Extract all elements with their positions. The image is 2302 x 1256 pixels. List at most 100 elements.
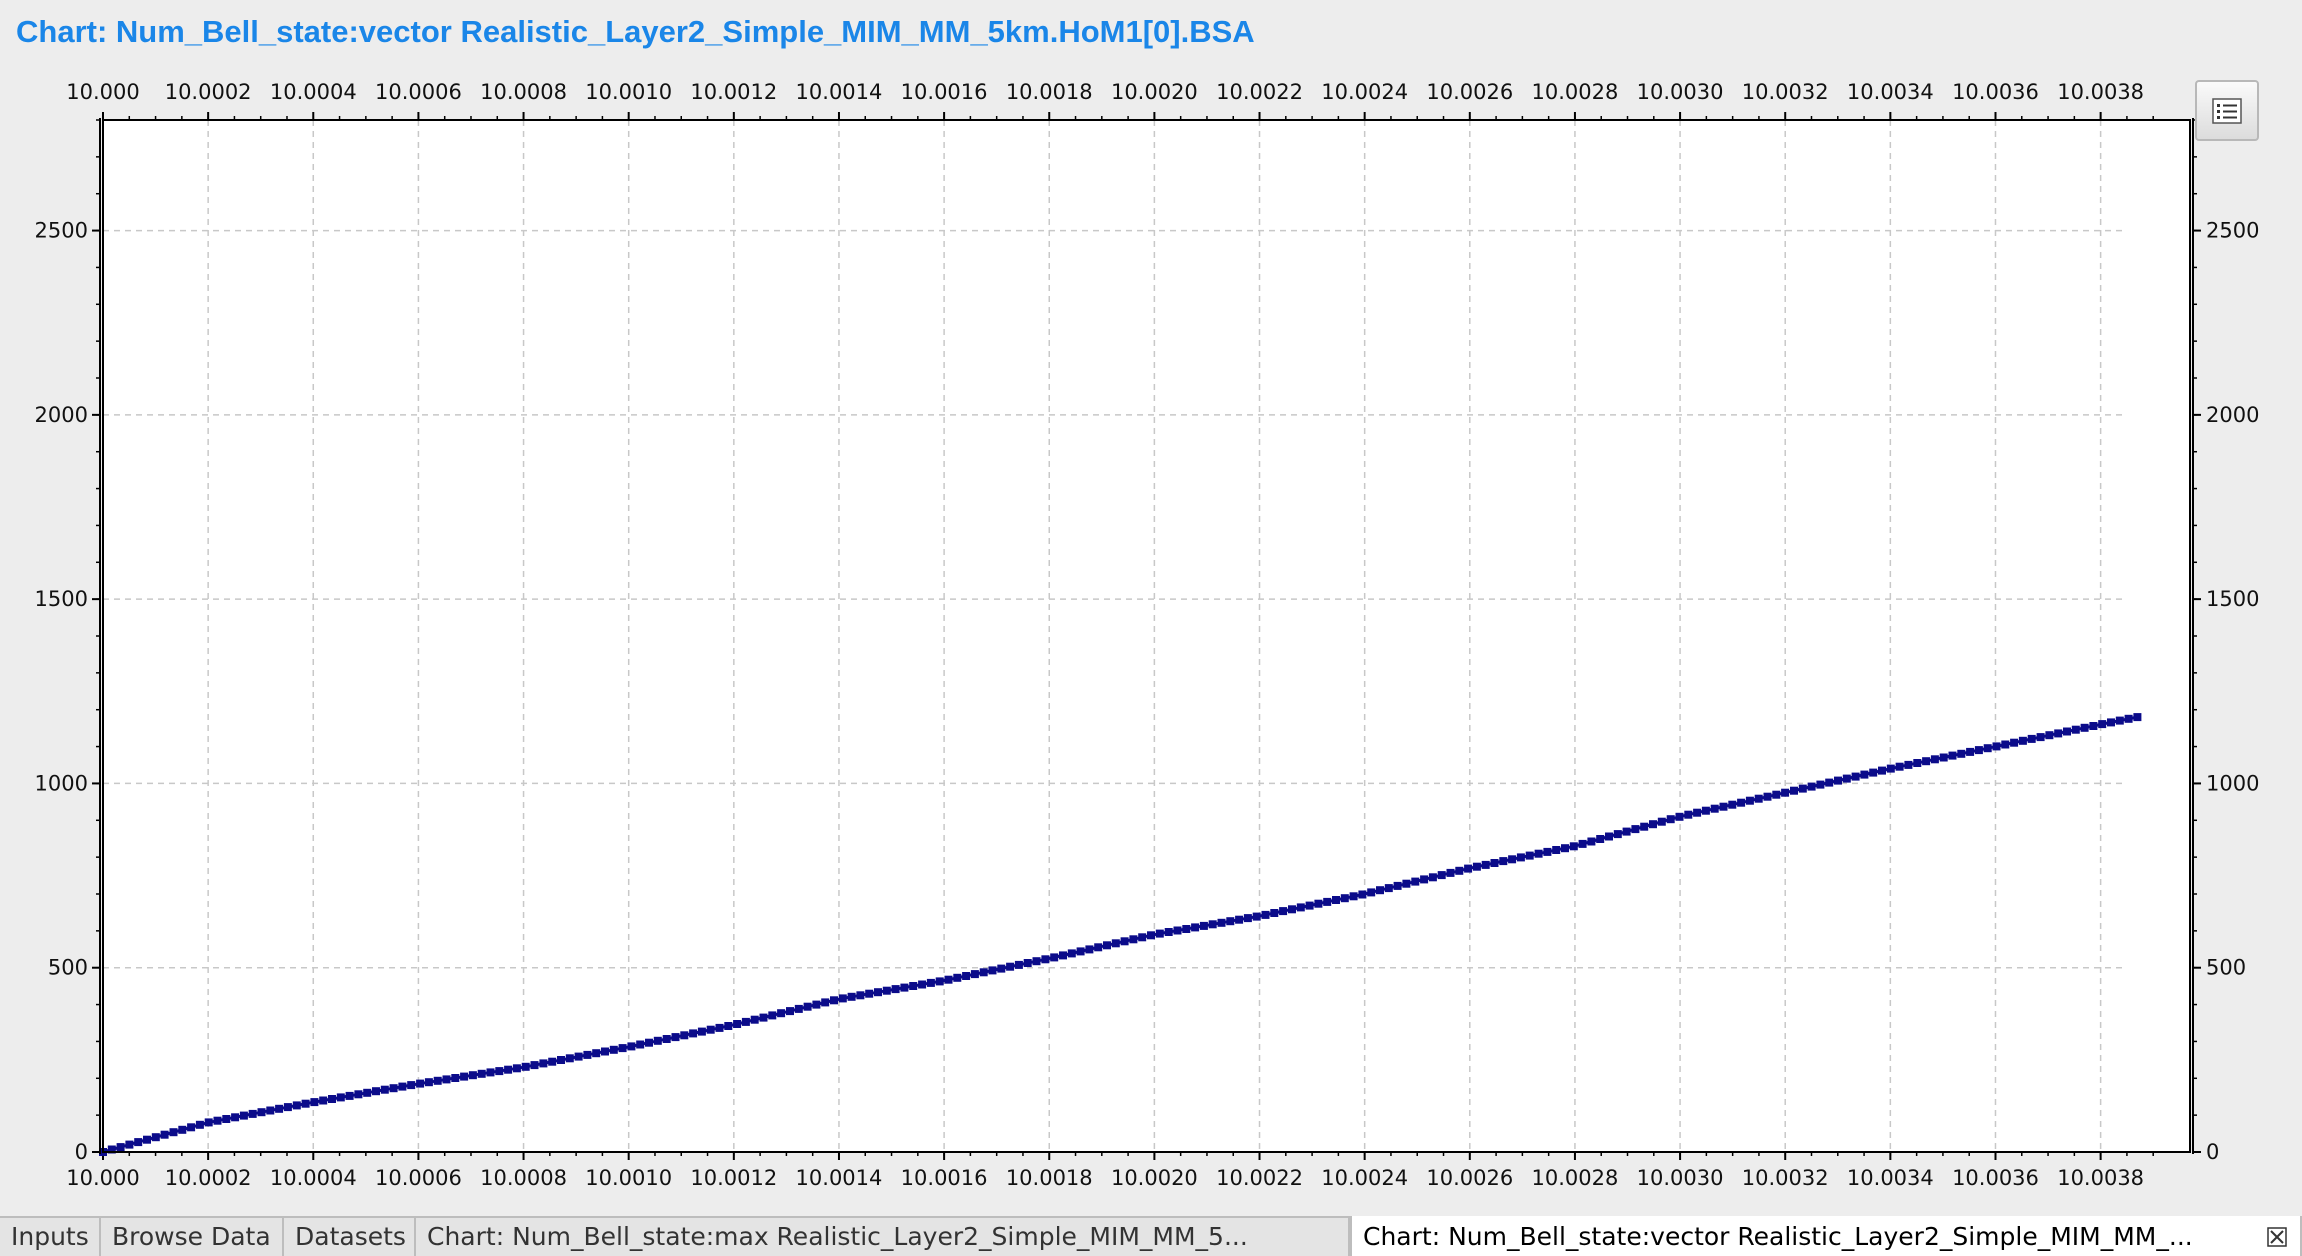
data-point [1613, 830, 1622, 839]
data-point [1103, 941, 1111, 950]
data-point [1367, 888, 1376, 897]
data-point [372, 1087, 380, 1096]
data-point [336, 1093, 345, 1102]
data-point [2133, 713, 2142, 722]
data-point [1851, 772, 1860, 781]
data-point [979, 968, 988, 977]
data-point [1974, 746, 1983, 755]
data-point [1217, 918, 1226, 927]
data-point [1472, 862, 1481, 871]
data-point [107, 1145, 116, 1154]
x-tick-label-bottom: 10.0036 [1952, 1166, 2039, 1190]
data-point [416, 1079, 425, 1088]
data-point [1340, 894, 1349, 903]
data-point [1825, 778, 1834, 787]
data-point [997, 964, 1006, 973]
y-tick-label-right: 1500 [2206, 587, 2259, 611]
data-point [1147, 931, 1155, 940]
x-tick-label-top: 10.0024 [1321, 80, 1408, 104]
data-point [301, 1099, 310, 1108]
data-point [1111, 939, 1120, 948]
tab-close-button[interactable] [2264, 1224, 2290, 1250]
chart-canvas: 10.000 10.000 10.0002 10.0002 10.0004 10.0004… [35, 80, 2260, 1190]
data-point [222, 1115, 231, 1123]
data-point [257, 1108, 266, 1117]
y-tick-label-right: 500 [2206, 956, 2246, 980]
data-point [2124, 714, 2133, 723]
data-point [1455, 866, 1464, 875]
data-point [970, 970, 979, 979]
x-tick-label-bottom: 10.0022 [1216, 1166, 1303, 1190]
data-point [874, 988, 882, 997]
data-point [1094, 943, 1103, 952]
data-point [504, 1065, 513, 1074]
data-point [1085, 945, 1094, 954]
data-point [900, 983, 909, 992]
data-point [574, 1052, 583, 1061]
x-tick-label-top: 10.0012 [690, 80, 777, 104]
data-point [521, 1062, 530, 1071]
data-point [1464, 864, 1473, 873]
data-point [1332, 896, 1340, 904]
tab-chart-vector[interactable]: Chart: Num_Bell_state:vector Realistic_L… [1350, 1216, 2302, 1256]
data-point [169, 1128, 178, 1137]
data-point [1279, 907, 1288, 916]
data-point [424, 1078, 433, 1087]
data-point [1948, 751, 1957, 760]
y-tick-label-left: 1000 [35, 771, 88, 795]
data-point [1754, 794, 1763, 803]
data-point [962, 972, 971, 980]
data-point [1296, 903, 1305, 912]
data-point [812, 1000, 821, 1009]
data-point [213, 1116, 222, 1125]
tab-datasets[interactable]: Datasets [284, 1218, 416, 1256]
x-tick-label-bottom: 10.0012 [690, 1166, 777, 1190]
x-tick-label-bottom: 10.0006 [375, 1166, 462, 1190]
tab-inputs[interactable]: Inputs [0, 1218, 101, 1256]
tab-browse-data[interactable]: Browse Data [101, 1218, 284, 1256]
data-point [557, 1056, 565, 1064]
data-point [1120, 937, 1129, 946]
data-point [918, 980, 927, 989]
data-point [680, 1031, 689, 1040]
x-tick-label-top: 10.0030 [1637, 80, 1724, 104]
data-point [530, 1061, 539, 1070]
data-point [1182, 925, 1191, 933]
data-point [1878, 766, 1886, 775]
plot-frame [102, 119, 2191, 1153]
data-point [1587, 837, 1596, 846]
data-point [882, 986, 891, 995]
data-point [1552, 846, 1561, 854]
data-point [451, 1074, 460, 1082]
data-point [1649, 820, 1657, 829]
x-tick-label-top: 10.0026 [1426, 80, 1513, 104]
data-point [671, 1033, 680, 1042]
plot-area [103, 120, 2190, 1152]
x-tick-label-top: 10.0022 [1216, 80, 1303, 104]
data-point [1323, 897, 1332, 906]
data-point [1067, 949, 1076, 958]
data-point [697, 1027, 706, 1036]
data-point [1411, 877, 1420, 886]
legend-toggle-button[interactable] [2195, 80, 2259, 141]
data-point [363, 1088, 372, 1097]
data-point [1508, 855, 1517, 864]
data-point [1684, 810, 1693, 819]
data-point [2036, 733, 2045, 742]
data-point [2089, 722, 2098, 730]
tab-chart-max[interactable]: Chart: Num_Bell_state:max Realistic_Laye… [416, 1218, 1350, 1256]
y-tick-label-right: 2500 [2206, 219, 2259, 243]
x-tick-label-top: 10.0020 [1111, 80, 1198, 104]
data-point [1208, 920, 1217, 929]
data-point [1922, 757, 1931, 766]
x-tick-label-top: 10.0038 [2057, 80, 2144, 104]
list-icon [2212, 97, 2242, 124]
data-point [442, 1075, 451, 1084]
data-point [1129, 935, 1138, 944]
data-point [1640, 822, 1649, 831]
y-tick-label-left: 500 [48, 956, 88, 980]
y-tick-label-left: 2500 [35, 219, 88, 243]
data-point [1243, 914, 1252, 923]
data-point [1446, 868, 1455, 877]
data-point [1693, 808, 1702, 817]
